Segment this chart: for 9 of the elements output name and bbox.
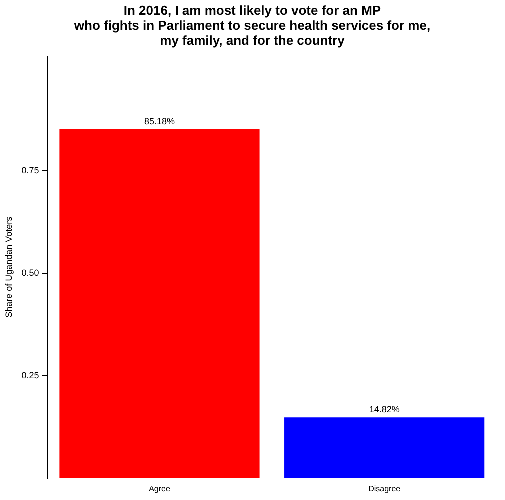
chart-title: In 2016, I am most likely to vote for an MP who fights in Parliament to secure health services for me, my family, and for the country bbox=[73, 3, 432, 48]
x-tick-label: Agree bbox=[149, 484, 171, 494]
y-tick-label: 0.25 bbox=[22, 370, 40, 380]
data-label: 14.82% bbox=[369, 404, 400, 415]
y-tick-label: 0.75 bbox=[22, 166, 40, 176]
data-label: 85.18% bbox=[144, 116, 176, 126]
y-axis-title: Share of Ugandan Voters bbox=[4, 216, 14, 318]
x-tick-label: Disagree bbox=[368, 484, 402, 494]
y-tick-label: 0.50 bbox=[22, 268, 40, 278]
